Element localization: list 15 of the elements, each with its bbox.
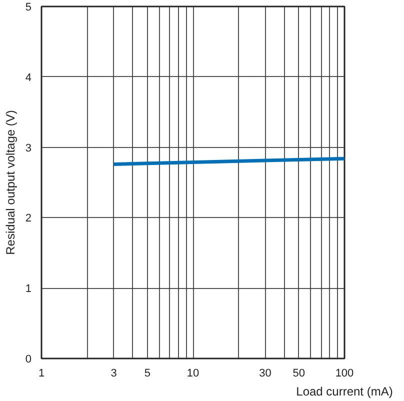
y-tick-label: 3 xyxy=(25,142,32,154)
y-tick-label: 1 xyxy=(25,283,32,296)
x-tick-label: 50 xyxy=(292,368,306,380)
y-tick-label: 4 xyxy=(25,72,32,84)
y-tick-label: 0 xyxy=(25,354,32,366)
x-axis-title: Load current (mA) xyxy=(296,384,393,398)
y-axis-title: Residual output voltage (V) xyxy=(3,110,18,255)
x-tick-label: 3 xyxy=(110,368,117,380)
y-tick-label: 2 xyxy=(25,212,32,225)
y-tick-label: 5 xyxy=(25,2,32,14)
x-tick-label: 10 xyxy=(186,368,200,380)
x-tick-label: 30 xyxy=(259,368,272,380)
x-tick-label: 1 xyxy=(38,368,45,380)
x-tick-label: 5 xyxy=(144,368,150,380)
x-tick-label: 100 xyxy=(335,368,354,380)
